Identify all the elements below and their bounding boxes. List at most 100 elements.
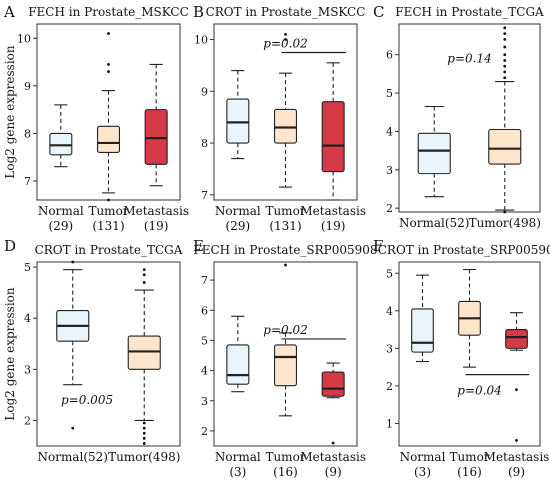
outlier-point <box>503 59 507 62</box>
x-tick-label: Tumor <box>265 204 305 218</box>
x-tick-label-count: (29) <box>49 219 74 233</box>
y-axis-label-row-1: Log2 gene expression <box>3 45 17 179</box>
x-tick-label: Tumor(498) <box>108 450 180 464</box>
box-iqr <box>417 132 451 175</box>
x-tick-label: Normal <box>400 450 446 464</box>
p-value-label: p=0.14 <box>447 52 491 66</box>
x-tick-label: Tumor(498) <box>469 216 541 230</box>
panel-d: D CROT in Prostate_TCGA 2 3 4 5 Normal(52) Tumo… <box>4 237 183 464</box>
y-tick-label: 9 <box>24 80 31 93</box>
panel-title: CROT in Prostate_TCGA <box>35 243 183 257</box>
plot-frame <box>213 23 358 201</box>
box-metastasis <box>144 63 168 187</box>
outlier-point <box>503 32 507 35</box>
y-tick-label: 4 <box>24 312 31 325</box>
panel-letter: C <box>373 3 384 21</box>
x-tick-label-count: (9) <box>325 465 342 479</box>
x-tick-label: Tumor <box>449 450 489 464</box>
panel-letter: E <box>193 237 204 255</box>
panel-a: A FECH in Prostate_MSKCC 7 8 9 10 Normal(29) Tu… <box>3 3 189 233</box>
outlier-point <box>503 45 507 49</box>
x-tick-label: Normal <box>215 450 261 464</box>
box-metastasis <box>505 312 528 442</box>
p-value-label: p=0.02 <box>263 323 307 337</box>
outlier-point <box>71 426 75 430</box>
panel-title: CROT in Prostate_MSKCC <box>206 5 366 19</box>
y-tick-label: 2 <box>386 380 393 393</box>
box-tumor <box>273 32 298 188</box>
outlier-point <box>331 441 335 445</box>
outlier-point <box>107 70 110 73</box>
y-tick-label: 5 <box>24 261 31 274</box>
box-metastasis <box>321 362 345 445</box>
p-value-label: p=0.02 <box>263 36 307 50</box>
outlier-point <box>142 273 146 277</box>
x-tick-label-count: (131) <box>92 219 124 233</box>
x-tick-label: Tumor <box>265 450 305 464</box>
box-tumor-498- <box>488 26 522 214</box>
p-value-label: p=0.005 <box>61 393 113 407</box>
box-iqr <box>321 101 345 173</box>
outlier-point <box>142 281 146 284</box>
outlier-point <box>515 438 518 442</box>
y-tick-label: 8 <box>201 137 208 150</box>
y-tick-label: 4 <box>201 365 208 378</box>
box-iqr <box>273 108 298 144</box>
outlier-point <box>142 268 146 272</box>
x-tick-label: Metastasis <box>123 204 189 218</box>
y-tick-label: 7 <box>201 274 208 287</box>
y-tick-label: 8 <box>24 127 31 140</box>
box-tumor-498- <box>127 268 161 445</box>
box-normal <box>226 70 250 160</box>
outlier-point <box>142 426 146 430</box>
y-tick-label: 2 <box>24 414 31 427</box>
y-tick-label: 9 <box>201 85 208 98</box>
box-iqr <box>127 335 161 370</box>
outlier-point <box>503 53 507 57</box>
panel-b: B CROT in Prostate_MSKCC 7 8 9 10 Normal(29) Tu… <box>193 3 366 233</box>
x-tick-label-count: (3) <box>229 465 246 479</box>
y-tick-label: 5 <box>201 334 208 347</box>
x-tick-label: Normal <box>215 204 261 218</box>
panel-letter: F <box>373 237 383 255</box>
y-tick-label: 2 <box>201 425 208 438</box>
panel-letter: A <box>3 3 15 21</box>
outlier-point <box>503 37 507 41</box>
x-tick-label: Metastasis <box>484 450 550 464</box>
y-tick-label: 4 <box>386 125 393 138</box>
y-tick-label: 7 <box>201 189 208 202</box>
outlier-point <box>142 421 146 425</box>
box-normal-52- <box>56 260 90 430</box>
y-tick-label: 6 <box>201 304 208 317</box>
x-tick-label: Tumor <box>88 204 128 218</box>
x-tick-label-count: (16) <box>273 465 298 479</box>
y-tick-label: 10 <box>194 34 208 47</box>
x-tick-label: Metastasis <box>300 450 366 464</box>
outlier-point <box>107 63 110 66</box>
outlier-point <box>284 263 287 267</box>
box-iqr <box>488 128 522 165</box>
outlier-point <box>142 431 146 435</box>
x-tick-label-count: (19) <box>321 219 346 233</box>
y-tick-label: 3 <box>386 164 393 177</box>
box-iqr <box>505 329 528 349</box>
x-tick-label-count: (16) <box>457 465 482 479</box>
box-tumor <box>273 263 298 417</box>
y-tick-label: 5 <box>386 87 393 100</box>
x-tick-label-count: (131) <box>269 219 301 233</box>
box-iqr <box>144 109 168 165</box>
plot-frame <box>398 261 541 447</box>
panel-title: FECH in Prostate_TCGA <box>395 5 544 19</box>
outlier-point <box>142 436 146 440</box>
x-tick-label: Normal(52) <box>38 450 108 464</box>
box-normal <box>49 104 73 168</box>
box-iqr <box>226 344 250 385</box>
outlier-point <box>515 388 518 392</box>
plot-frame <box>36 261 181 447</box>
p-value-label: p=0.04 <box>457 384 501 398</box>
y-tick-label: 10 <box>17 32 31 45</box>
x-tick-label-count: (19) <box>144 219 169 233</box>
box-tumor <box>96 32 121 202</box>
